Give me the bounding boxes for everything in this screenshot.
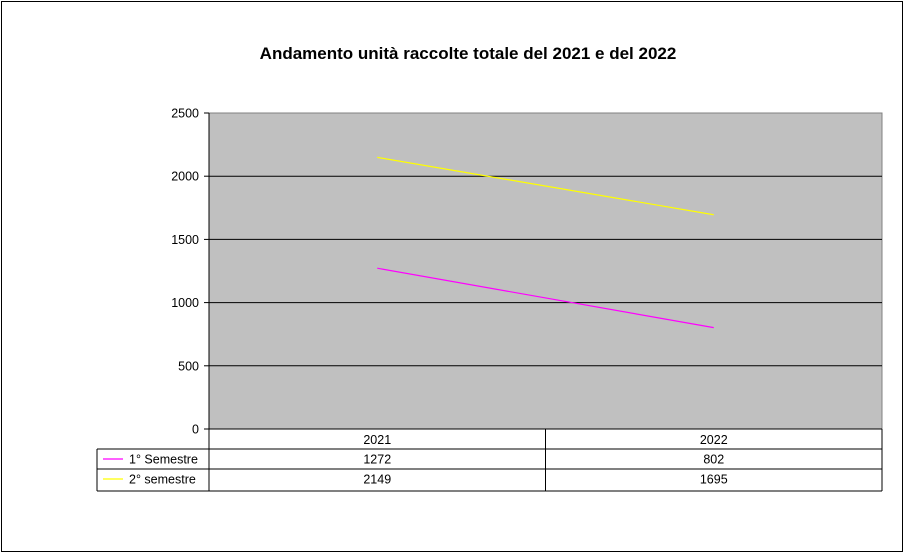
y-tick-label: 1500 (171, 233, 199, 247)
y-tick-label: 2000 (171, 170, 199, 184)
y-tick-label: 1000 (171, 296, 199, 310)
gridlines (209, 175, 882, 367)
y-tick-label: 500 (178, 359, 199, 373)
legend-label-2: 2° semestre (129, 473, 196, 487)
y-tick-label: 0 (192, 423, 199, 437)
y-tick-label: 2500 (171, 107, 199, 121)
series-line-2 (377, 156, 714, 216)
plot-area (208, 112, 883, 430)
table-value: 1272 (363, 453, 391, 467)
legend-label-1: 1° Semestre (129, 453, 198, 467)
data-table: 2021 2022 1° Semestre 1272 802 2° semestre 214… (96, 429, 883, 492)
x-category-label: 2022 (700, 433, 728, 447)
table-value: 2149 (363, 473, 391, 487)
series-lines (377, 156, 714, 329)
table-value: 1695 (700, 473, 728, 487)
table-value: 802 (703, 453, 724, 467)
x-category-label: 2021 (363, 433, 391, 447)
series-line-1 (377, 267, 714, 329)
chart-title: Andamento unità raccolte totale del 2021… (260, 44, 677, 63)
